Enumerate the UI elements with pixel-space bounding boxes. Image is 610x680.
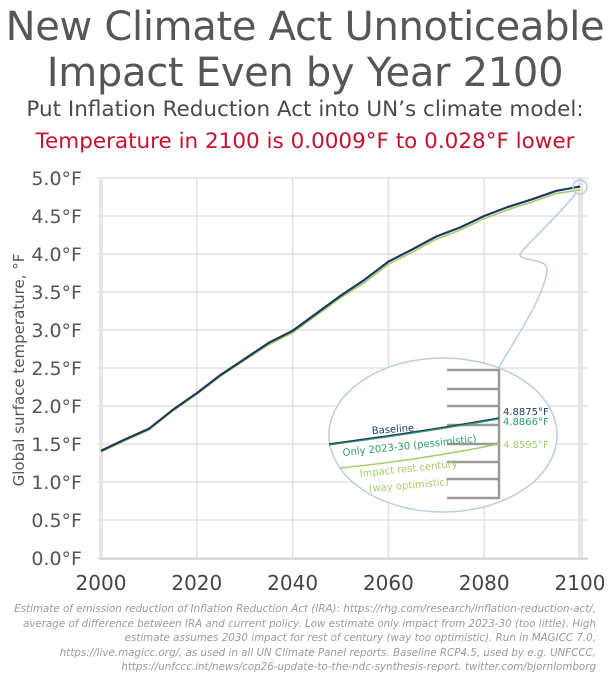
chart-title-line2: Impact Even by Year 2100 bbox=[46, 50, 564, 96]
y-tick-label: 5.0°F bbox=[31, 168, 82, 190]
x-tick-label: 2100 bbox=[555, 571, 606, 595]
chart-subtitle: Put Inflation Reduction Act into UN’s cl… bbox=[26, 97, 584, 122]
inset-value-optimistic: 4.8595°F bbox=[503, 440, 549, 451]
chart-title-line1: New Climate Act Unnoticeable bbox=[5, 4, 605, 50]
y-tick-label: 1.5°F bbox=[31, 434, 82, 456]
y-tick-label: 4.0°F bbox=[31, 244, 82, 266]
inset-line-baseline bbox=[328, 417, 500, 445]
x-tick-label: 2080 bbox=[459, 571, 510, 595]
source-footnote: Estimate of emission reduction of Inflat… bbox=[14, 603, 596, 673]
callout-circle bbox=[572, 179, 588, 195]
chart-highlight: Temperature in 2100 is 0.0009°F to 0.028… bbox=[35, 129, 575, 154]
y-axis-band bbox=[99, 178, 103, 558]
y-tick-label: 1.0°F bbox=[31, 472, 82, 494]
series-line-baseline bbox=[100, 185, 581, 452]
series-lines bbox=[100, 185, 581, 453]
right-axis-band bbox=[578, 178, 583, 558]
inset-line-optimistic bbox=[339, 443, 500, 469]
y-axis-label: Global surface temperature, °F bbox=[10, 254, 28, 487]
y-tick-label: 0.5°F bbox=[31, 510, 82, 532]
inset-ellipse bbox=[328, 357, 558, 513]
y-tick-label: 3.5°F bbox=[31, 282, 82, 304]
x-tick-label: 2000 bbox=[76, 571, 127, 595]
y-tick-label: 2.0°F bbox=[31, 396, 82, 418]
y-tick-label: 4.5°F bbox=[31, 206, 82, 228]
x-tick-labels: 2000 2020 2040 2060 2080 2100 bbox=[76, 571, 606, 595]
y-tick-labels: 0.0°F 0.5°F 1.0°F 1.5°F 2.0°F 2.5°F 3.0°F 3.5°F… bbox=[31, 168, 82, 570]
y-tick-label: 3.0°F bbox=[31, 320, 82, 342]
axes bbox=[99, 178, 588, 560]
y-tick-label: 2.5°F bbox=[31, 358, 82, 380]
inset-value-baseline: 4.8875°F bbox=[503, 407, 549, 418]
inset-line-pessimistic bbox=[328, 418, 500, 446]
grid bbox=[97, 177, 588, 559]
y-tick-label: 0.0°F bbox=[31, 548, 82, 570]
inset-label-baseline: Baseline bbox=[371, 423, 414, 437]
callout-connector bbox=[498, 192, 577, 368]
x-tick-label: 2020 bbox=[171, 571, 222, 595]
x-tick-label: 2060 bbox=[363, 571, 414, 595]
inset-value-pessimistic: 4.8866°F bbox=[503, 417, 549, 428]
x-tick-label: 2040 bbox=[267, 571, 318, 595]
